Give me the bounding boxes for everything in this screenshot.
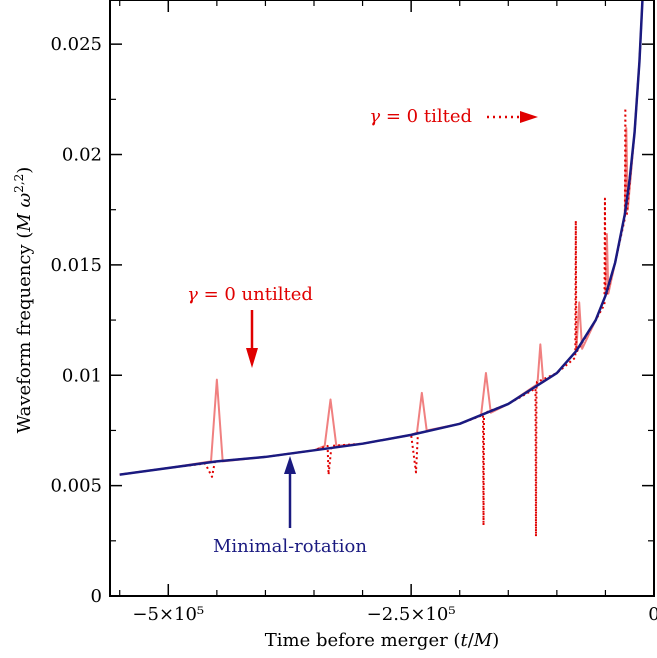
series-layer [119, 0, 644, 538]
y-tick-label: 0.015 [50, 255, 102, 276]
y-tick-label: 0 [91, 586, 102, 607]
annotation-minrot-arrowhead [284, 456, 296, 474]
y-tick-label: 0.02 [62, 145, 102, 166]
series-line-tilted [119, 0, 644, 538]
series-line-minimal-rotation [119, 0, 644, 476]
y-axis-title: Waveform frequency (M ω2,2) [12, 167, 35, 434]
x-tick-label: 0 [648, 604, 657, 625]
x-tick-label: −5×10⁵ [132, 604, 204, 625]
annotation-untilted-label: γ = 0 untilted [187, 284, 313, 305]
y-tick-labels: 0 0.005 0.01 0.015 0.02 0.025 [50, 34, 102, 607]
plot-frame [109, 0, 655, 597]
annotation-tilted-arrowhead [520, 111, 538, 123]
y-tick-label: 0.025 [50, 34, 102, 55]
x-tick-labels: −5×10⁵ −2.5×10⁵ 0 [132, 604, 657, 625]
series-line-untilted [119, 0, 644, 476]
annotation-minrot: Minimal-rotation [213, 456, 367, 557]
x-tick-label: −2.5×10⁵ [367, 604, 456, 625]
y-tick-label: 0.01 [62, 365, 102, 386]
x-axis-title: Time before merger (t/M) [265, 630, 500, 651]
annotation-untilted: γ = 0 untilted [187, 284, 313, 368]
annotation-tilted-label: γ = 0 tilted [369, 106, 472, 127]
annotation-minrot-label: Minimal-rotation [213, 536, 367, 557]
annotation-tilted: γ = 0 tilted [369, 106, 538, 127]
y-tick-label: 0.005 [50, 476, 102, 497]
annotation-untilted-arrowhead [246, 348, 258, 368]
